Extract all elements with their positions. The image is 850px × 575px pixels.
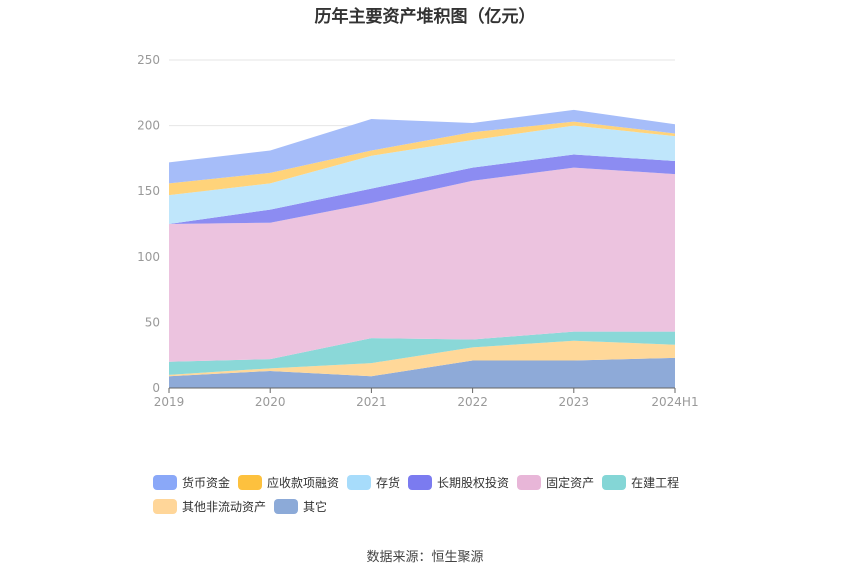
legend-label: 存货 xyxy=(376,475,401,490)
legend-swatch xyxy=(408,474,433,490)
legend-item[interactable]: 固定资产 xyxy=(517,470,594,494)
y-tick-label: 250 xyxy=(137,53,160,67)
legend-label: 应收款项融资 xyxy=(267,475,340,490)
x-tick-label: 2020 xyxy=(255,395,286,409)
legend-item[interactable]: 应收款项融资 xyxy=(238,470,339,494)
area-series-7 xyxy=(169,109,675,184)
area-series-1 xyxy=(169,340,675,377)
legend-item[interactable]: 其他非流动资产 xyxy=(153,494,266,518)
area-series-4 xyxy=(169,154,675,224)
legend-swatch xyxy=(274,498,299,514)
area-series-3 xyxy=(169,167,675,362)
legend-label: 在建工程 xyxy=(631,475,680,490)
x-tick-label: 2019 xyxy=(154,395,185,409)
stacked-area-chart: 0 50 100 150 200 250 2019 2020 2021 2022 2023 2024H… xyxy=(137,53,699,409)
y-tick-label: 200 xyxy=(137,119,160,133)
legend-label: 货币资金 xyxy=(182,475,231,490)
legend-swatch xyxy=(153,474,177,490)
legend-item[interactable]: 存货 xyxy=(347,470,400,494)
x-tick-label: 2022 xyxy=(457,395,488,409)
y-tick-label: 0 xyxy=(152,381,160,395)
y-tick-label: 50 xyxy=(145,315,160,329)
legend-label: 固定资产 xyxy=(546,475,595,490)
data-source: 数据来源：恒生聚源 xyxy=(366,550,484,565)
legend-swatch xyxy=(517,474,542,490)
chart-title: 历年主要资产堆积图（亿元） xyxy=(314,7,536,27)
y-tick-label: 150 xyxy=(137,184,160,198)
legend-item[interactable]: 长期股权投资 xyxy=(408,470,509,494)
area-series-5 xyxy=(169,125,675,224)
legend-item[interactable]: 在建工程 xyxy=(602,470,679,494)
legend-swatch xyxy=(153,498,177,514)
legend-item[interactable]: 货币资金 xyxy=(153,470,230,494)
area-series-6 xyxy=(169,121,675,196)
area-series-2 xyxy=(169,331,675,375)
legend-swatch xyxy=(602,474,627,490)
legend: 货币资金 应收款项融资 存货 长期股权投资 固定资产 在建工程其他非流动资产 其它 xyxy=(153,470,713,518)
legend-item[interactable]: 其它 xyxy=(274,494,327,518)
legend-swatch xyxy=(238,474,263,490)
y-tick-label: 100 xyxy=(137,250,160,264)
legend-label: 其它 xyxy=(303,499,328,514)
legend-label: 长期股权投资 xyxy=(437,475,510,490)
x-tick-label: 2024H1 xyxy=(651,395,698,409)
legend-label: 其他非流动资产 xyxy=(182,499,267,514)
x-tick-label: 2023 xyxy=(559,395,590,409)
x-tick-label: 2021 xyxy=(356,395,387,409)
legend-swatch xyxy=(347,474,372,490)
area-series-0 xyxy=(169,357,675,388)
